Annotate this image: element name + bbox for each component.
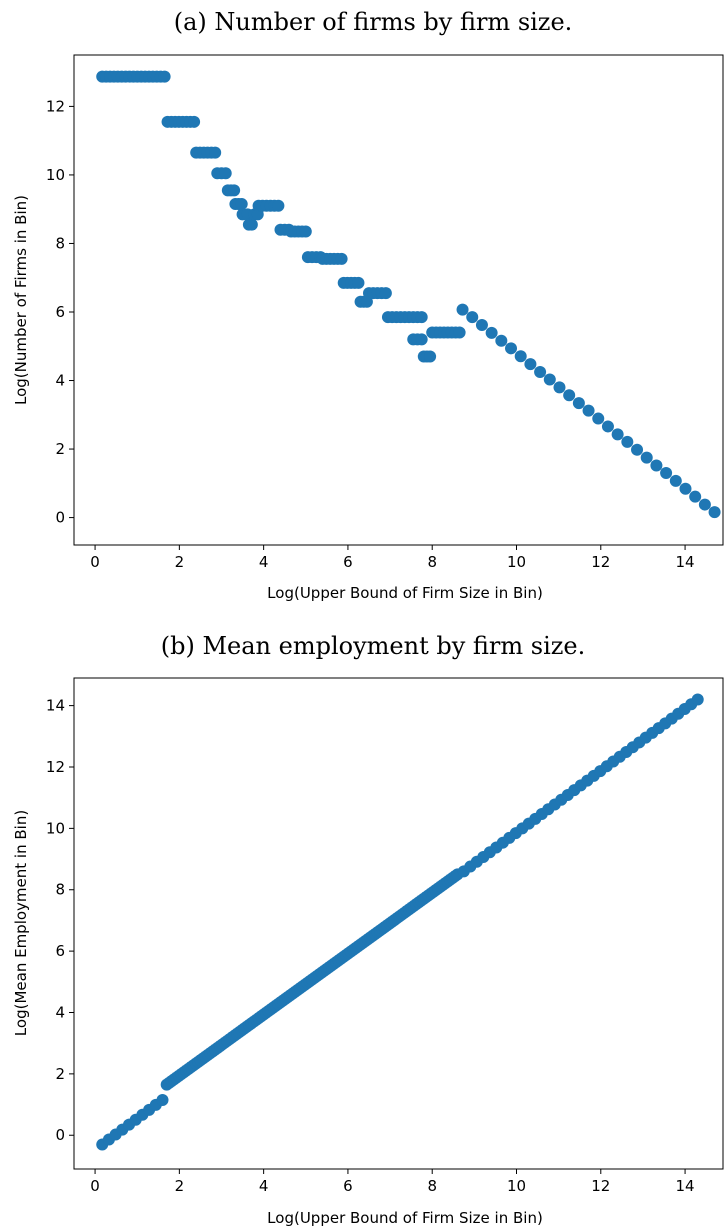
panel-b-y-tick-label: 2 xyxy=(55,1065,65,1083)
panel-a-point xyxy=(188,115,201,128)
panel-a-point xyxy=(235,198,248,211)
panel-b-y-tick-label: 4 xyxy=(55,1003,65,1021)
panel-a: (a) Number of firms by firm size. 0 2 4 6 8 1… xyxy=(12,8,724,602)
panel-b-x-tick-label: 6 xyxy=(343,1177,353,1195)
panel-a-point xyxy=(679,482,692,495)
panel-a-x-tick-label: 12 xyxy=(591,553,610,571)
panel-b-x-tick-label: 4 xyxy=(259,1177,269,1195)
panel-b-y-tick-label: 12 xyxy=(46,758,65,776)
panel-b-title: (b) Mean employment by firm size. xyxy=(161,632,585,660)
panel-a-point xyxy=(534,365,547,378)
panel-a-point xyxy=(299,225,312,238)
panel-a-point xyxy=(708,506,721,519)
panel-a-point xyxy=(563,389,576,402)
panel-a-point xyxy=(228,184,241,197)
panel-b-point xyxy=(691,693,704,706)
panel-a-point xyxy=(485,326,498,339)
panel-a-point xyxy=(209,146,222,159)
panel-a-point xyxy=(158,70,171,83)
panel-b-x-tick-label: 0 xyxy=(90,1177,100,1195)
panel-b-x-tick-label: 14 xyxy=(676,1177,695,1195)
panel-a-point xyxy=(553,381,566,394)
panel-a-point xyxy=(456,303,469,316)
panel-a-point xyxy=(621,435,634,448)
panel-b-y-axis-label: Log(Mean Employment in Bin) xyxy=(12,810,30,1036)
panel-a-point xyxy=(592,412,605,425)
panel-a-point xyxy=(631,443,644,456)
panel-b-x-tick-label: 12 xyxy=(591,1177,610,1195)
panel-a-y-tick-label: 10 xyxy=(46,166,65,184)
panel-a-point xyxy=(640,451,653,464)
panel-a-x-tick-label: 8 xyxy=(427,553,437,571)
panel-a-x-tick-label: 10 xyxy=(507,553,526,571)
panel-a-point xyxy=(415,333,428,346)
panel-b-point xyxy=(156,1093,169,1106)
panel-a-point xyxy=(466,311,479,324)
panel-a-y-tick-label: 0 xyxy=(55,509,65,527)
panel-a-x-tick-label: 0 xyxy=(90,553,100,571)
panel-a-x-axis-label: Log(Upper Bound of Firm Size in Bin) xyxy=(267,584,543,602)
panel-a-point xyxy=(524,358,537,371)
panel-a-point xyxy=(335,252,348,265)
panel-a-plot-frame xyxy=(73,54,724,546)
panel-a-point xyxy=(669,474,682,487)
panel-a-point xyxy=(611,428,624,441)
panel-b-marks xyxy=(96,693,704,1151)
panel-a-point xyxy=(424,350,437,363)
panel-a-x-tick-label: 14 xyxy=(676,553,695,571)
panel-a-x-ticks: 0 2 4 6 8 10 12 14 xyxy=(90,545,695,571)
panel-b-y-tick-label: 6 xyxy=(55,942,65,960)
panel-b-y-tick-label: 14 xyxy=(46,697,65,715)
panel-b-plot-frame xyxy=(73,677,724,1170)
panel-b-x-axis-label: Log(Upper Bound of Firm Size in Bin) xyxy=(267,1209,543,1227)
panel-a-point xyxy=(543,373,556,386)
panel-b-x-tick-label: 8 xyxy=(427,1177,437,1195)
panel-a-point xyxy=(660,467,673,480)
panel-a-title: (a) Number of firms by firm size. xyxy=(174,8,573,36)
panel-a-point xyxy=(495,334,508,347)
panel-a-point xyxy=(415,311,428,324)
panel-a-x-tick-label: 2 xyxy=(175,553,185,571)
panel-a-point xyxy=(475,319,488,332)
panel-a-y-tick-label: 12 xyxy=(46,97,65,115)
panel-b-x-ticks: 0 2 4 6 8 10 12 14 xyxy=(90,1169,695,1195)
panel-a-point xyxy=(352,276,365,289)
panel-a-point xyxy=(689,490,702,503)
panel-a-y-ticks: 0 2 4 6 8 10 12 xyxy=(46,97,74,527)
panel-a-y-tick-label: 2 xyxy=(55,440,65,458)
panel-a-marks xyxy=(96,70,721,519)
panel-b-y-ticks: 0 2 4 6 8 10 12 14 xyxy=(46,697,74,1144)
panel-a-y-tick-label: 6 xyxy=(55,303,65,321)
panel-a-point xyxy=(245,218,258,231)
panel-a-point xyxy=(505,342,518,355)
panel-a-point xyxy=(379,287,392,300)
panel-a-point xyxy=(514,350,527,363)
panel-a-point xyxy=(698,498,711,511)
panel-b-y-tick-label: 8 xyxy=(55,881,65,899)
panel-b-x-tick-label: 2 xyxy=(175,1177,185,1195)
panel-a-point xyxy=(572,397,585,410)
panel-a-y-axis-label: Log(Number of Firms in Bin) xyxy=(12,195,30,405)
panel-a-y-tick-label: 4 xyxy=(55,372,65,390)
panel-a-point xyxy=(453,326,466,339)
panel-a-point xyxy=(601,420,614,433)
panel-a-y-tick-label: 8 xyxy=(55,234,65,252)
panel-b-y-tick-label: 0 xyxy=(55,1126,65,1144)
panel-a-x-tick-label: 4 xyxy=(259,553,269,571)
panel-a-point xyxy=(272,199,285,212)
panel-a-point xyxy=(582,404,595,417)
panel-a-x-tick-label: 6 xyxy=(343,553,353,571)
panel-a-point xyxy=(219,167,232,180)
panel-a-point xyxy=(650,459,663,472)
panel-b-x-tick-label: 10 xyxy=(507,1177,526,1195)
panel-b: (b) Mean employment by firm size. 0 2 4 6 8 1… xyxy=(12,632,724,1227)
panel-b-y-tick-label: 10 xyxy=(46,819,65,837)
